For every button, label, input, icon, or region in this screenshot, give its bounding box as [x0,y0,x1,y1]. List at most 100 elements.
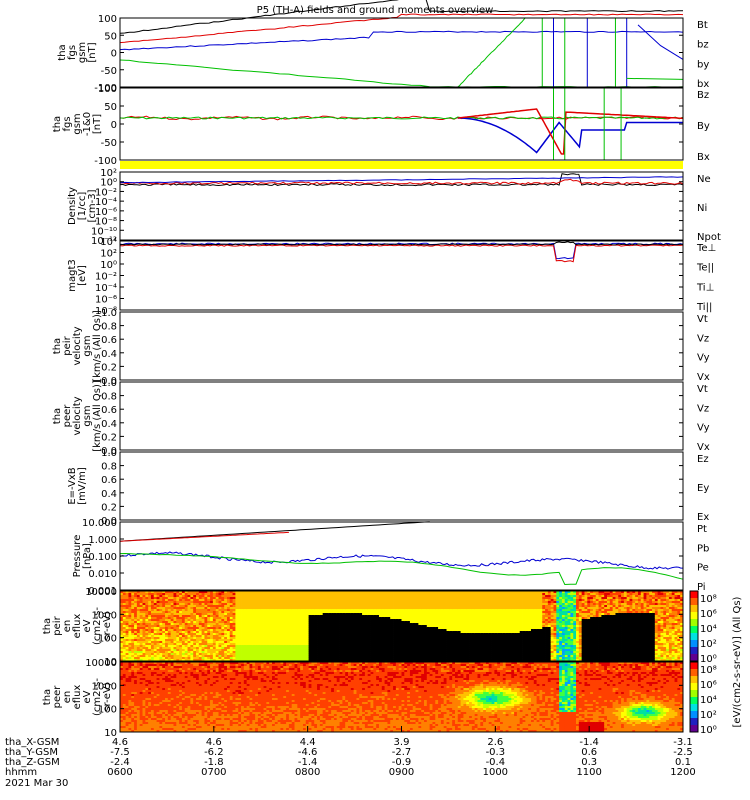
spectrogram-cell [125,653,129,656]
spectrogram-cell [136,653,141,656]
spectrogram-cell [120,605,124,608]
spectrogram-cell [181,607,186,610]
spectrogram-cell [128,637,132,640]
spectrogram-cell [190,599,194,602]
spectrogram-cell [128,651,132,654]
spectrogram-cell [128,639,132,642]
spectrogram-cell [142,605,146,608]
spectrogram-cell [181,649,186,652]
spectrogram-cell [173,591,177,594]
spectrogram-cell [162,627,166,630]
spectrogram-cell [190,635,194,638]
spectrogram-cell [159,591,163,594]
spectrogram-cell [196,647,200,650]
spectrogram-cell [173,601,177,604]
spectrogram-cell [136,641,141,644]
spectrogram-cell [277,629,281,632]
spectrogram-cell [156,659,160,662]
spectrogram-cell [148,611,152,614]
spectrogram-cell [266,605,270,608]
spectrogram-cell [201,629,205,632]
spectrogram-cell [283,623,287,626]
spectrogram-cell [232,633,236,636]
spectrogram-cell [266,597,270,600]
spectrogram-cell [142,649,146,652]
spectrogram-cell [266,623,270,626]
spectrogram-cell [153,659,157,662]
spectrogram-cell [257,645,262,648]
spectrogram-cell [176,643,180,646]
spectrogram-cell [246,591,250,594]
spectrogram-cell [167,601,172,604]
spectrogram-cell [277,599,281,602]
spectrogram-cell [218,645,222,648]
spectrogram-cell [232,647,236,650]
spectrogram-cell [249,601,253,604]
spectrogram-cell [136,627,141,630]
spectrogram-cell [165,615,169,618]
spectrogram-cell [212,615,217,618]
spectrogram-cell [120,599,124,602]
spectrogram-cell [142,603,146,606]
spectrogram-cell [198,659,203,662]
spectrogram-cell [204,591,208,594]
spectrogram-cell [134,613,138,616]
spectrogram-cell [136,637,141,640]
spectrogram-cell [128,613,132,616]
spectrogram-cell [198,601,203,604]
spectrogram-cell [241,651,245,654]
spectrogram-cell [218,653,222,656]
spectrogram-cell [260,605,264,608]
spectrogram-cell [148,595,152,598]
spectrogram-cell [246,601,250,604]
spectrogram-cell [277,659,281,662]
spectrogram-cell [232,635,236,638]
spectrogram-cell [142,593,146,596]
spectrogram-cell [283,621,287,624]
spectrogram-cell [224,611,228,614]
spectrogram-cell [165,611,169,614]
spectrogram-cell [232,649,236,652]
spectrogram-cell [134,633,138,636]
spectrogram-cell [165,609,169,612]
spectrogram-cell [210,655,214,658]
spectrogram-cell [173,607,177,610]
spectrogram-cell [224,633,228,636]
spectrogram-cell [179,655,183,658]
spectrogram-cell [210,621,214,624]
spectrogram-cell [179,625,183,628]
spectrogram-cell [218,651,222,654]
spectrogram-cell [125,621,129,624]
spectrogram-cell [204,651,208,654]
spectrogram-cell [277,609,281,612]
spectrogram-cell [173,597,177,600]
spectrogram-cell [120,629,124,632]
spectrogram-cell [207,615,211,618]
spectrogram-cell [263,593,267,596]
spectrogram-cell [165,597,169,600]
spectrogram-cell [218,659,222,662]
spectrogram-cell [201,591,205,594]
spectrogram-cell [272,657,276,660]
spectrogram-cell [280,599,284,602]
spectrogram-cell [198,597,203,600]
spectrogram-cell [257,613,262,616]
spectrogram-cell [274,613,279,616]
spectrogram-cell [184,601,188,604]
spectrogram-cell [190,653,194,656]
spectrogram-cell [238,625,242,628]
spectrogram-cell [176,621,180,624]
spectrogram-cell [122,601,127,604]
spectrogram-cell [176,635,180,638]
spectrogram-cell [260,601,264,604]
spectrogram-cell [204,641,208,644]
spectrogram-cell [162,617,166,620]
spectrogram-cell [153,597,157,600]
spectrogram-cell [136,603,141,606]
spectrogram-cell [255,625,259,628]
spectrogram-cell [201,653,205,656]
spectrogram-cell [181,641,186,644]
spectrogram-cell [145,647,149,650]
spectrogram-cell [187,599,191,602]
spectrogram-cell [224,609,228,612]
